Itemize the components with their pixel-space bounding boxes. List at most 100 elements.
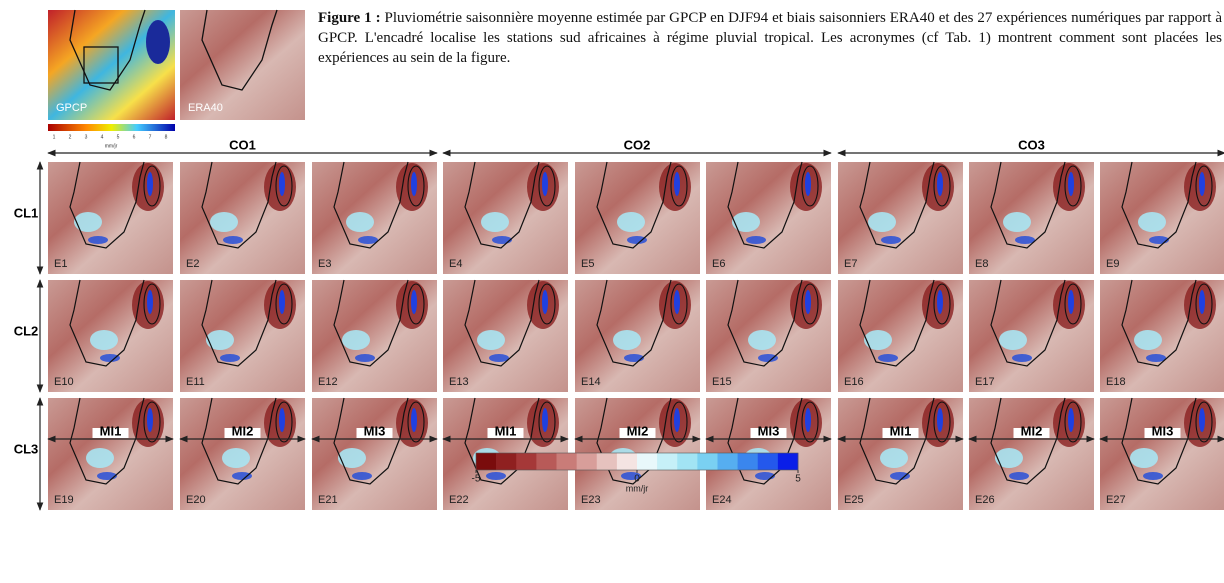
colorbar-cell bbox=[616, 453, 638, 470]
wet-bias bbox=[937, 408, 943, 432]
panel-grid: CO1 CO2 CO3 CL1 E1 E2 E3 E4 E5 E6 E7 E8 E9 CL2 E10 E11 E… bbox=[14, 137, 1224, 511]
coastline bbox=[990, 279, 1066, 367]
coastline bbox=[1121, 397, 1197, 485]
madagascar bbox=[801, 165, 819, 207]
panel-label: E23 bbox=[581, 494, 601, 506]
wet-bias bbox=[674, 290, 680, 314]
label-bg bbox=[92, 428, 129, 438]
wet-bias bbox=[489, 354, 509, 362]
wet-bias bbox=[1143, 472, 1163, 480]
wet-bias bbox=[1138, 212, 1166, 232]
row-label: CL1 bbox=[14, 205, 39, 220]
wet-bias bbox=[1003, 212, 1031, 232]
panel-label: E5 bbox=[581, 258, 594, 270]
group-label: CO3 bbox=[1018, 137, 1045, 152]
coastline bbox=[727, 279, 803, 367]
wet-bias bbox=[222, 448, 250, 468]
gpcp-tick-label: 8 bbox=[165, 134, 168, 140]
wet-bias bbox=[210, 212, 238, 232]
wet-bias bbox=[338, 448, 366, 468]
wet-bias bbox=[1015, 236, 1035, 244]
caption: Figure 1 : Pluviométrie saisonnière moye… bbox=[318, 8, 1222, 68]
subgroup-label: MI2 bbox=[627, 423, 649, 438]
wet-bias bbox=[279, 408, 285, 432]
wet-bias bbox=[358, 236, 378, 244]
panel-label: E15 bbox=[712, 376, 732, 388]
madagascar bbox=[933, 283, 951, 325]
wet-bias bbox=[937, 172, 943, 196]
panel-label: E8 bbox=[975, 258, 988, 270]
panel-label: E7 bbox=[844, 258, 857, 270]
station-box bbox=[83, 46, 119, 84]
panel-label: E1 bbox=[54, 258, 67, 270]
wet-bias bbox=[1068, 172, 1074, 196]
wet-bias bbox=[674, 408, 680, 432]
subgroup-label: MI1 bbox=[890, 423, 912, 438]
wet-bias bbox=[477, 330, 505, 350]
gpcp-tick-label: 4 bbox=[101, 134, 104, 140]
wet-bias bbox=[279, 290, 285, 314]
map-label: ERA40 bbox=[188, 102, 223, 114]
gpcp-tick-label: 2 bbox=[69, 134, 72, 140]
label-bg bbox=[1013, 428, 1050, 438]
coastline bbox=[596, 161, 672, 249]
wet-bias bbox=[746, 236, 766, 244]
wet-bias bbox=[1199, 290, 1205, 314]
panel-label: E26 bbox=[975, 494, 995, 506]
group-label: CO2 bbox=[624, 137, 651, 152]
coastline bbox=[333, 279, 409, 367]
madagascar bbox=[275, 165, 293, 207]
coastline bbox=[201, 161, 277, 249]
panel-label: E18 bbox=[1106, 376, 1126, 388]
colorbar-cell bbox=[757, 453, 779, 470]
wet-bias bbox=[232, 472, 252, 480]
wet-bias bbox=[613, 330, 641, 350]
coastline bbox=[201, 397, 277, 485]
panel-label: E9 bbox=[1106, 258, 1119, 270]
gpcp-unit: mm/jr bbox=[105, 143, 118, 149]
coastline bbox=[464, 161, 540, 249]
coastline bbox=[1121, 161, 1197, 249]
colorbar-cell bbox=[777, 453, 799, 470]
caption-label: Figure 1 : bbox=[318, 10, 381, 26]
wet-bias bbox=[624, 354, 644, 362]
label-bg bbox=[487, 428, 524, 438]
wet-bias bbox=[411, 408, 417, 432]
wet-bias bbox=[881, 236, 901, 244]
coastline bbox=[333, 161, 409, 249]
wet-bias bbox=[346, 212, 374, 232]
coastline bbox=[69, 397, 145, 485]
panel-label: E11 bbox=[186, 376, 205, 388]
colorbar-cell bbox=[516, 453, 537, 470]
panel-label: E2 bbox=[186, 258, 199, 270]
madagascar bbox=[143, 165, 161, 207]
wet-bias bbox=[1012, 354, 1032, 362]
gpcp-tick-label: 5 bbox=[117, 134, 120, 140]
wet-bias bbox=[755, 472, 775, 480]
wet-bias bbox=[355, 354, 375, 362]
wet-bias bbox=[220, 354, 240, 362]
panel-label: E27 bbox=[1106, 494, 1126, 506]
coastline bbox=[201, 9, 278, 91]
coastline bbox=[464, 397, 540, 485]
wet-bias bbox=[1146, 354, 1166, 362]
madagascar bbox=[275, 283, 293, 325]
colorbar-cell bbox=[536, 453, 557, 470]
subgroup-label: MI3 bbox=[1152, 423, 1174, 438]
coastline bbox=[727, 161, 803, 249]
wet-bias bbox=[748, 330, 776, 350]
wet-bias bbox=[1134, 330, 1162, 350]
panel-label: E20 bbox=[186, 494, 206, 506]
wet-bias bbox=[492, 236, 512, 244]
wet-bias bbox=[1068, 290, 1074, 314]
subgroup-label: MI1 bbox=[495, 423, 517, 438]
wet-bias bbox=[542, 172, 548, 196]
panel-label: E21 bbox=[318, 494, 338, 506]
subgroup-label: MI1 bbox=[100, 423, 122, 438]
wet-bias bbox=[279, 172, 285, 196]
label-bg bbox=[1144, 428, 1181, 438]
wet-bias bbox=[674, 172, 680, 196]
coastline bbox=[990, 397, 1066, 485]
